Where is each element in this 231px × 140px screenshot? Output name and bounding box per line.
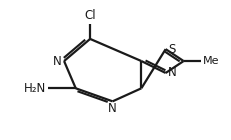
Text: N: N (108, 102, 116, 116)
Text: H₂N: H₂N (24, 82, 46, 95)
Text: N: N (167, 66, 176, 79)
Text: Cl: Cl (84, 10, 96, 23)
Text: S: S (167, 43, 174, 56)
Text: Me: Me (202, 56, 218, 66)
Text: N: N (52, 55, 61, 68)
